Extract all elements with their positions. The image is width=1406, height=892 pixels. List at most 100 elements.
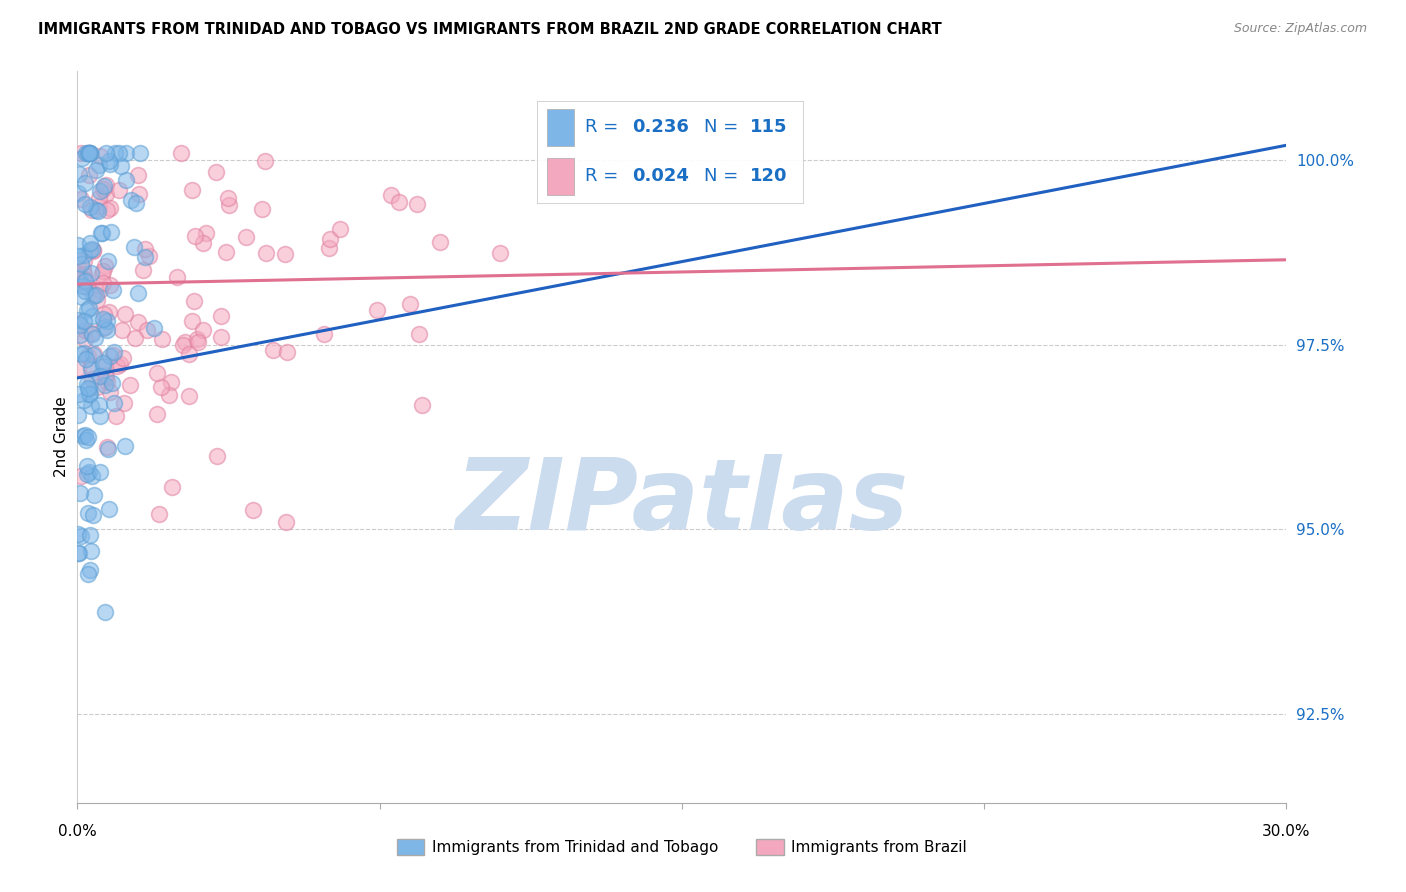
Point: [97, 442, 120, 456]
Point: [94, 145, 117, 160]
Point: [215, 244, 238, 259]
Point: [108, 183, 131, 197]
Point: [101, 283, 124, 297]
Point: [408, 327, 430, 342]
Point: [105, 359, 128, 374]
Point: [69, 318, 91, 332]
Point: [235, 230, 257, 244]
Point: [82, 243, 104, 257]
Point: [204, 164, 226, 178]
Point: [103, 345, 125, 359]
Point: [70, 152, 93, 166]
Point: [86, 380, 108, 394]
Point: [79, 301, 101, 315]
Point: [105, 409, 128, 424]
Point: [72, 261, 94, 276]
Point: [66, 249, 89, 263]
Point: [96, 440, 118, 454]
Point: [89, 368, 111, 383]
Text: IMMIGRANTS FROM TRINIDAD AND TOBAGO VS IMMIGRANTS FROM BRAZIL 2ND GRADE CORRELAT: IMMIGRANTS FROM TRINIDAD AND TOBAGO VS I…: [38, 22, 942, 37]
Point: [318, 241, 340, 255]
Point: [195, 226, 218, 240]
Point: [82, 289, 104, 303]
Point: [98, 154, 121, 169]
Point: [75, 273, 97, 287]
Point: [87, 158, 110, 172]
Point: [274, 516, 297, 530]
Point: [89, 409, 111, 423]
Point: [80, 399, 103, 413]
Point: [134, 250, 156, 264]
Point: [191, 323, 214, 337]
Point: [406, 197, 429, 211]
Point: [129, 145, 152, 160]
Point: [118, 377, 141, 392]
Point: [82, 326, 104, 341]
Text: Source: ZipAtlas.com: Source: ZipAtlas.com: [1233, 22, 1367, 36]
Point: [77, 429, 100, 443]
Point: [253, 154, 276, 169]
Point: [98, 502, 121, 516]
Point: [77, 145, 100, 160]
Point: [112, 396, 135, 410]
Point: [91, 276, 114, 290]
Point: [83, 347, 105, 361]
Point: [124, 331, 146, 345]
Point: [98, 350, 121, 364]
Point: [76, 302, 98, 317]
Point: [84, 162, 107, 177]
Point: [146, 407, 169, 421]
Point: [70, 257, 93, 271]
Point: [90, 226, 112, 240]
Point: [76, 458, 98, 473]
Point: [83, 288, 105, 302]
Point: [87, 199, 110, 213]
Point: [411, 398, 433, 412]
Point: [96, 203, 118, 218]
Point: [128, 187, 150, 202]
Point: [157, 388, 180, 402]
Point: [75, 434, 97, 448]
Point: [98, 156, 121, 170]
Point: [205, 450, 228, 464]
Point: [91, 264, 114, 278]
Point: [84, 331, 107, 345]
Point: [67, 360, 90, 375]
Point: [76, 376, 98, 391]
Point: [96, 375, 118, 389]
Legend: Immigrants from Trinidad and Tobago, Immigrants from Brazil: Immigrants from Trinidad and Tobago, Imm…: [391, 833, 973, 861]
Point: [67, 313, 90, 327]
Point: [170, 145, 193, 160]
Point: [380, 188, 402, 202]
Point: [75, 284, 97, 298]
Point: [77, 381, 100, 395]
Point: [174, 334, 197, 349]
Point: [77, 168, 100, 182]
Point: [76, 349, 98, 363]
Point: [184, 228, 207, 243]
Point: [191, 236, 214, 251]
Point: [98, 278, 121, 293]
Point: [489, 245, 512, 260]
Text: 0.0%: 0.0%: [58, 824, 97, 838]
Point: [80, 361, 103, 376]
Point: [69, 486, 91, 500]
Point: [89, 283, 111, 297]
Point: [82, 468, 104, 483]
Point: [149, 380, 172, 394]
Point: [96, 314, 118, 328]
Point: [66, 266, 89, 280]
Point: [104, 145, 127, 160]
Point: [114, 439, 136, 453]
Point: [254, 245, 277, 260]
Point: [79, 386, 101, 401]
Point: [82, 508, 104, 522]
Point: [79, 465, 101, 479]
Point: [134, 242, 156, 256]
Point: [79, 563, 101, 577]
Point: [70, 289, 93, 303]
Point: [80, 359, 103, 373]
Point: [89, 184, 111, 198]
Point: [73, 267, 96, 281]
Point: [89, 149, 111, 163]
